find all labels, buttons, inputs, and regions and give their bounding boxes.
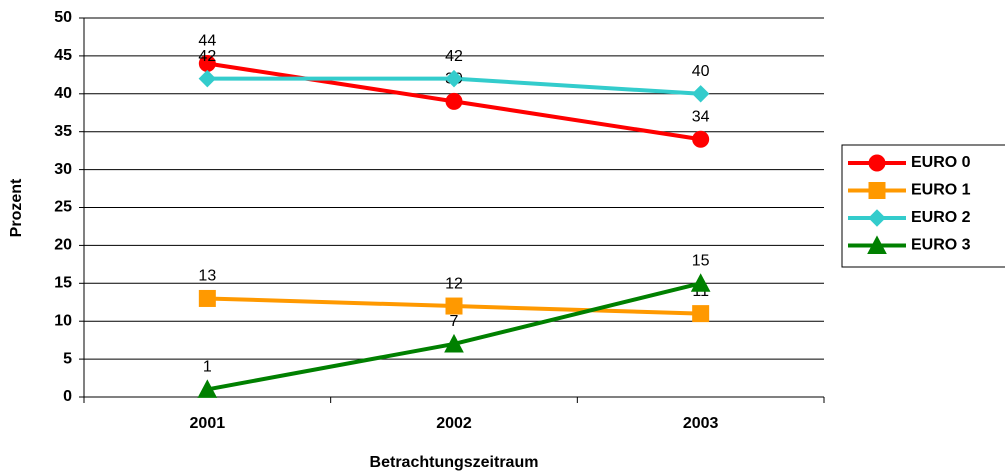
y-tick-label: 20	[54, 237, 72, 254]
legend-marker	[867, 235, 887, 254]
data-point	[445, 69, 463, 88]
data-point	[444, 333, 464, 353]
data-point	[445, 92, 463, 110]
y-tick-label: 50	[54, 9, 72, 26]
legend-label: EURO 2	[911, 209, 971, 226]
data-label: 40	[692, 63, 710, 80]
data-point	[445, 297, 463, 315]
data-label: 34	[692, 108, 710, 125]
data-label: 42	[445, 48, 463, 65]
data-label: 7	[450, 313, 459, 330]
legend-marker	[868, 182, 886, 199]
data-label: 44	[198, 33, 216, 50]
y-tick-label: 10	[54, 312, 72, 329]
y-tick-label: 15	[54, 275, 72, 292]
y-tick-label: 45	[54, 47, 72, 64]
y-tick-label: 0	[63, 388, 72, 405]
data-point	[692, 305, 710, 323]
x-axis-title: Betrachtungszeitraum	[370, 454, 539, 471]
y-tick-label: 30	[54, 161, 72, 178]
y-tick-label: 5	[63, 350, 72, 367]
data-label: 15	[692, 253, 710, 270]
data-label: 42	[198, 48, 216, 65]
data-point	[692, 130, 710, 148]
y-tick-label: 40	[54, 85, 72, 102]
y-axis-title: Prozent	[8, 178, 25, 237]
legend-marker	[868, 154, 886, 172]
data-label: 12	[445, 275, 463, 292]
legend-label: EURO 3	[911, 237, 971, 254]
data-point	[198, 289, 216, 307]
data-point	[690, 273, 711, 292]
data-point	[197, 379, 218, 398]
x-tick-label: 2003	[683, 415, 719, 432]
legend-label: EURO 0	[911, 154, 971, 171]
x-tick-label: 2002	[436, 415, 472, 432]
data-point	[691, 85, 710, 103]
y-tick-label: 35	[54, 123, 72, 140]
data-point	[198, 69, 217, 88]
data-label: 13	[198, 268, 216, 285]
legend-marker	[868, 209, 886, 227]
x-tick-label: 2001	[190, 415, 226, 432]
data-label: 1	[203, 359, 212, 376]
legend-label: EURO 1	[911, 182, 971, 199]
y-tick-label: 25	[54, 199, 72, 216]
